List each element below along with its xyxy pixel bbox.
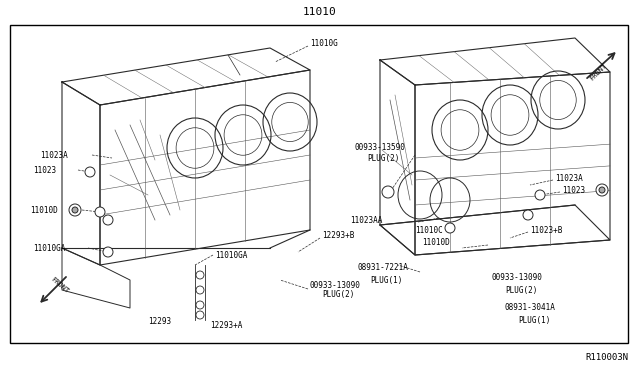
Text: 11023AA: 11023AA bbox=[350, 215, 382, 224]
Text: 08931-3041A: 08931-3041A bbox=[505, 304, 556, 312]
Text: 11023A: 11023A bbox=[40, 151, 68, 160]
Text: PLUG(1): PLUG(1) bbox=[518, 315, 550, 324]
Circle shape bbox=[382, 186, 394, 198]
Circle shape bbox=[535, 190, 545, 200]
Circle shape bbox=[523, 210, 533, 220]
Circle shape bbox=[72, 207, 78, 213]
Text: PLUG(1): PLUG(1) bbox=[370, 276, 403, 285]
Text: 11010GA: 11010GA bbox=[33, 244, 65, 253]
Text: 11023A: 11023A bbox=[555, 173, 583, 183]
Text: 00933-13590: 00933-13590 bbox=[355, 142, 406, 151]
Text: 11023+B: 11023+B bbox=[530, 225, 563, 234]
Text: 08931-7221A: 08931-7221A bbox=[358, 263, 409, 273]
Circle shape bbox=[95, 207, 105, 217]
Text: 00933-13090: 00933-13090 bbox=[310, 280, 361, 289]
Text: 12293: 12293 bbox=[148, 317, 171, 327]
Text: PLUG(2): PLUG(2) bbox=[505, 285, 538, 295]
Text: 11023: 11023 bbox=[562, 186, 585, 195]
Bar bbox=[10, 25, 628, 343]
Text: R110003N: R110003N bbox=[585, 353, 628, 362]
Text: PLUG(2): PLUG(2) bbox=[367, 154, 399, 163]
Circle shape bbox=[445, 223, 455, 233]
Text: 11010GA: 11010GA bbox=[215, 250, 248, 260]
Circle shape bbox=[69, 204, 81, 216]
Text: PLUG(2): PLUG(2) bbox=[322, 291, 355, 299]
Text: 11010D: 11010D bbox=[422, 237, 450, 247]
Circle shape bbox=[103, 247, 113, 257]
Text: 11010: 11010 bbox=[303, 7, 337, 17]
Text: 11010G: 11010G bbox=[310, 38, 338, 48]
Circle shape bbox=[85, 167, 95, 177]
Text: 12293+B: 12293+B bbox=[322, 231, 355, 240]
Circle shape bbox=[596, 184, 608, 196]
Text: FRONT: FRONT bbox=[588, 62, 607, 81]
Circle shape bbox=[599, 187, 605, 193]
Text: 11023: 11023 bbox=[33, 166, 56, 174]
Circle shape bbox=[103, 215, 113, 225]
Text: 11010C: 11010C bbox=[415, 225, 443, 234]
Text: FRONT: FRONT bbox=[50, 276, 70, 294]
Text: 00933-13090: 00933-13090 bbox=[492, 273, 543, 282]
Text: 11010D: 11010D bbox=[30, 205, 58, 215]
Text: 12293+A: 12293+A bbox=[210, 321, 243, 330]
